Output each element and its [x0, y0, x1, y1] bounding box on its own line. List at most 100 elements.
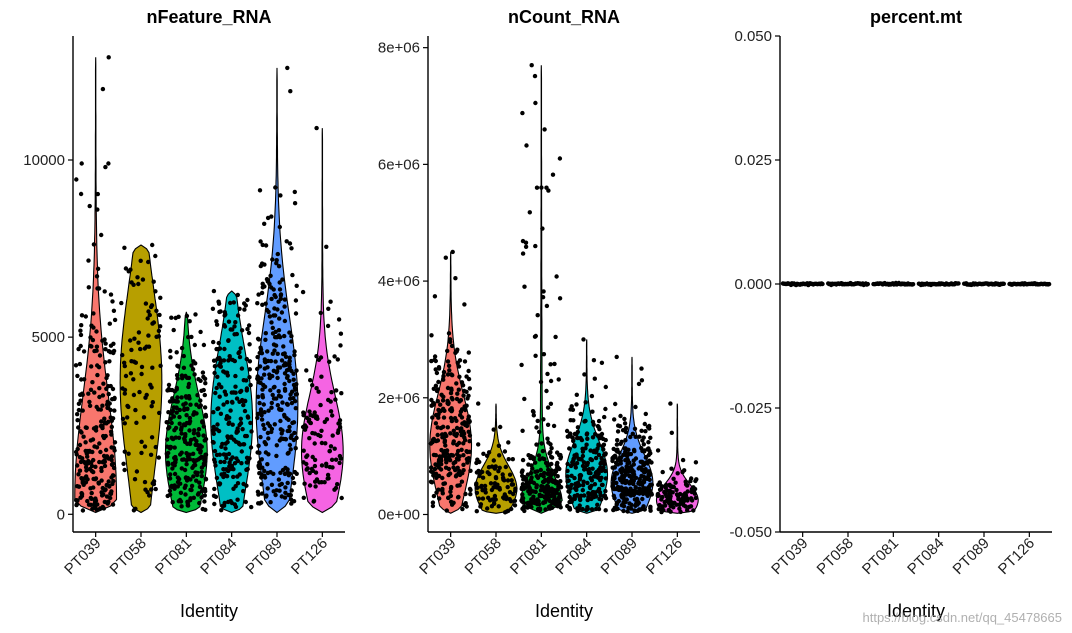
cell-point — [174, 387, 179, 392]
cell-point — [332, 354, 337, 359]
cell-point — [460, 383, 466, 388]
cell-point — [626, 468, 631, 474]
cell-point — [95, 363, 100, 368]
cell-point — [131, 359, 137, 364]
cell-point — [94, 445, 100, 450]
cell-point — [445, 372, 451, 377]
cell-point — [461, 502, 467, 507]
cell-point — [549, 454, 554, 460]
cell-point — [450, 453, 456, 458]
cell-point — [336, 317, 342, 322]
cell-point — [228, 408, 233, 413]
points-PT039 — [780, 281, 825, 288]
cell-point — [171, 327, 176, 333]
cell-point — [458, 398, 464, 403]
cell-point — [97, 394, 102, 400]
cell-point — [150, 400, 155, 405]
cell-point — [285, 65, 290, 71]
cell-point — [178, 452, 183, 457]
cell-point — [691, 485, 696, 490]
cell-point — [255, 301, 260, 306]
cell-point — [75, 463, 80, 468]
cell-point — [451, 441, 456, 446]
cell-point — [103, 164, 108, 170]
cell-point — [615, 438, 620, 443]
cell-point — [521, 504, 526, 510]
cell-point — [255, 411, 261, 417]
cell-point — [187, 319, 192, 324]
cell-point — [498, 424, 503, 430]
cell-point — [319, 428, 324, 433]
cell-point — [288, 447, 293, 452]
cell-point — [527, 491, 532, 496]
cell-point — [76, 472, 81, 477]
cell-point — [203, 477, 209, 482]
cell-point — [104, 402, 110, 407]
cell-point — [112, 317, 118, 323]
cell-point — [492, 466, 497, 471]
cell-point — [601, 493, 607, 499]
cell-point — [256, 375, 261, 380]
cell-point — [150, 481, 155, 486]
cell-point — [440, 398, 446, 403]
cell-point — [100, 460, 105, 465]
cell-point — [233, 484, 238, 489]
cell-point — [91, 426, 97, 431]
cell-point — [261, 422, 266, 428]
cell-point — [149, 404, 154, 409]
cell-point — [506, 508, 511, 513]
cell-point — [97, 441, 102, 446]
y-tick-label: 8e+06 — [378, 40, 420, 57]
cell-point — [577, 506, 582, 512]
cell-point — [476, 401, 481, 406]
cell-point — [449, 343, 455, 349]
cell-point — [276, 328, 282, 333]
cell-point — [185, 499, 190, 504]
cell-point — [222, 310, 227, 315]
cell-point — [694, 477, 699, 482]
cell-point — [96, 286, 102, 291]
cell-point — [461, 468, 466, 473]
cell-point — [248, 445, 254, 450]
cell-point — [457, 483, 462, 488]
cell-point — [224, 474, 230, 479]
cell-point — [575, 483, 581, 489]
cell-point — [256, 501, 261, 506]
cell-point — [339, 495, 344, 501]
cell-point — [106, 391, 111, 397]
cell-point — [270, 325, 275, 331]
cell-point — [865, 281, 870, 287]
cell-point — [593, 470, 598, 476]
cell-point — [76, 407, 82, 413]
cell-point — [242, 307, 247, 312]
cell-point — [279, 358, 285, 363]
cell-point — [170, 396, 175, 401]
cell-point — [239, 328, 245, 333]
cell-point — [244, 388, 249, 393]
cell-point — [241, 402, 246, 408]
cell-point — [181, 365, 187, 370]
cell-point — [520, 428, 525, 433]
cell-point — [265, 486, 270, 491]
cell-point — [497, 487, 502, 492]
cell-point — [447, 337, 453, 342]
cell-point — [461, 453, 466, 458]
cell-point — [603, 384, 608, 390]
cell-point — [446, 401, 451, 407]
cell-point — [643, 429, 648, 434]
cell-point — [265, 279, 270, 284]
cell-point — [591, 358, 597, 363]
cell-point — [590, 409, 595, 414]
cell-point — [534, 425, 539, 430]
cell-point — [227, 354, 232, 359]
cell-point — [664, 494, 669, 499]
cell-point — [487, 471, 492, 477]
cell-point — [203, 452, 209, 457]
cell-point — [99, 478, 104, 483]
cell-point — [441, 369, 447, 375]
cell-point — [587, 467, 592, 472]
cell-point — [238, 442, 243, 447]
cell-point — [582, 372, 587, 377]
cell-point — [212, 486, 217, 492]
cell-point — [196, 433, 201, 438]
